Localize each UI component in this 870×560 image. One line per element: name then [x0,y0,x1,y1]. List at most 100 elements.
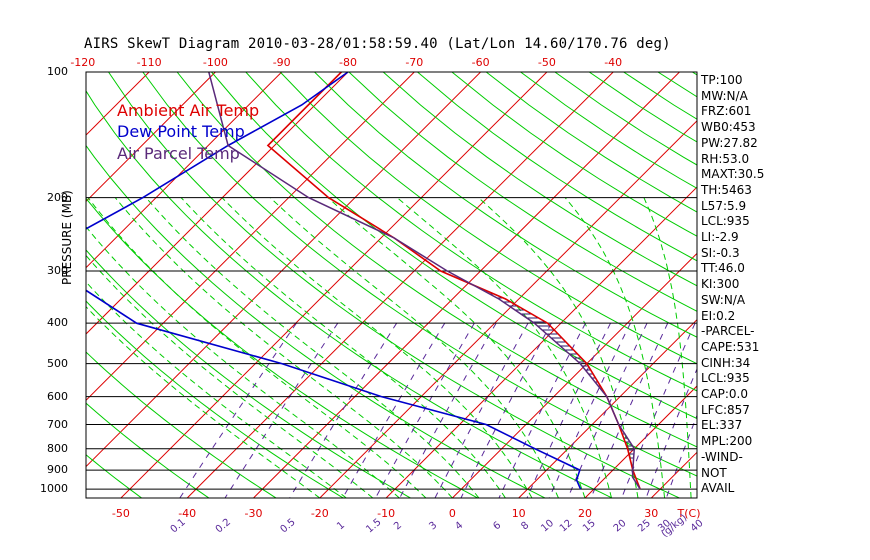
dry-adiabat-line [864,72,870,500]
moist-adiabat-line [564,197,666,498]
stat-item: MPL:200 [701,434,753,448]
plot-frame [85,71,698,499]
moist-adiabat-line [86,226,400,498]
mixing-ratio-line [434,322,529,498]
mixing-ratio-label: 6 [491,520,503,533]
top-temp-tick-label: -90 [273,56,291,69]
dry-adiabat-line [211,72,697,420]
pressure-label: 600 [47,390,68,403]
mixing-ratio-line [567,322,648,498]
mixing-ratio-line [342,322,446,498]
stat-item: FRZ:601 [701,104,752,118]
bottom-temp-tick-label: 30 [644,507,658,520]
dew-point-temp-line [86,72,582,490]
dry-adiabat-line [348,72,697,312]
moist-adiabat-line [86,254,374,498]
top-temp-tick-label: -50 [538,56,556,69]
moist-adiabat-line [269,197,559,498]
stat-item: TT:46.0 [701,261,745,275]
mixing-ratio-line [399,322,497,498]
mixing-ratio-line [498,322,586,498]
pressure-label: 100 [47,65,68,78]
stat-item: CINH:34 [701,356,751,370]
stat-item: LCL:935 [701,214,750,228]
mixing-ratio-label: 10 [539,518,556,535]
dry-adiabat-line [485,72,697,213]
stat-item: WB0:453 [701,120,756,134]
bottom-temp-tick-label: -20 [311,507,329,520]
bottom-temp-tick-label: 20 [578,507,592,520]
bottom-temp-tick-label: -50 [112,507,130,520]
top-temp-tick-label: -110 [137,56,162,69]
stat-item: -WIND- [701,450,743,464]
mixing-ratio-line [224,322,339,498]
isotherm-line [86,72,349,335]
isotherm-line [518,318,697,498]
pressure-label: 800 [47,442,68,455]
bottom-temp-tick-label: -30 [245,507,263,520]
stat-item: MAXT:30.5 [701,167,765,181]
stat-item: TP:100 [701,73,743,87]
isotherm-line [650,451,697,498]
legend-air-parcel-temp: Air Parcel Temp [117,144,240,163]
mixing-ratio-label: 40 [689,518,706,535]
top-temp-tick-label: -60 [472,56,490,69]
moist-adiabat-line [221,197,533,498]
moist-adiabat-line [87,197,427,498]
dry-adiabat-line [245,72,697,392]
plot-area [0,72,870,500]
stat-item: CAPE:531 [701,340,760,354]
mixing-ratio-label: 3 [427,520,439,533]
pressure-label: 1000 [40,482,68,495]
stat-item: EI:0.2 [701,309,736,323]
mixing-ratio-label: 20 [612,518,629,535]
top-temp-tick-label: -70 [405,56,423,69]
pressure-label: 400 [47,316,68,329]
pressure-label: 200 [47,191,68,204]
mixing-ratio-label: 4 [453,520,465,533]
stat-item: CAP:0.0 [701,387,748,401]
mixing-ratio-label: 8 [519,520,531,533]
dry-adiabat-line [0,72,77,500]
dry-adiabat-line [795,72,870,500]
moist-adiabat-line [396,197,612,498]
mixing-ratio-line [621,322,696,498]
top-temp-tick-label: -40 [604,56,622,69]
top-temp-tick-label: -80 [339,56,357,69]
chart-title: AIRS SkewT Diagram 2010-03-28/01:58:59.4… [84,36,671,52]
dry-adiabat-line [830,72,870,500]
pressure-label: 700 [47,418,68,431]
mixing-ratio-line [548,322,631,498]
mixing-ratio-line [375,322,475,498]
bottom-temp-tick-label: -10 [377,507,395,520]
isotherm-line [253,72,680,498]
mixing-ratio-label: 0.2 [214,517,233,536]
mixing-ratio-label: 15 [581,518,598,535]
dry-adiabat-line [279,72,697,365]
stat-item: PW:27.82 [701,136,758,150]
air-parcel-temp-line [208,72,641,490]
stat-item: LCL:935 [701,371,750,385]
pressure-label: 900 [47,463,68,476]
mixing-ratio-label: 1 [335,520,347,533]
dry-adiabat-line [314,72,697,338]
moist-adiabat-line [145,197,480,498]
legend-ambient-air-temp: Ambient Air Temp [117,101,260,120]
isotherm-line [86,72,415,402]
moist-adiabat-line [180,197,506,498]
stat-item: KI:300 [701,277,740,291]
moist-adiabat-line [643,197,692,498]
isotherm-line [120,72,548,498]
ambient-air-temp-line [266,72,641,490]
moist-adiabat-line [114,197,453,498]
mixing-ratio-label: 25 [636,518,653,535]
mixing-ratio-line [179,322,297,498]
mixing-ratio-line [590,322,669,498]
moist-adiabat-line [86,281,347,498]
isotherm-line [319,120,697,498]
stat-item: SW:N/A [701,293,746,307]
stat-item: LFC:857 [701,403,750,417]
isotherm-line [186,72,614,498]
isotherm-line [0,72,83,498]
